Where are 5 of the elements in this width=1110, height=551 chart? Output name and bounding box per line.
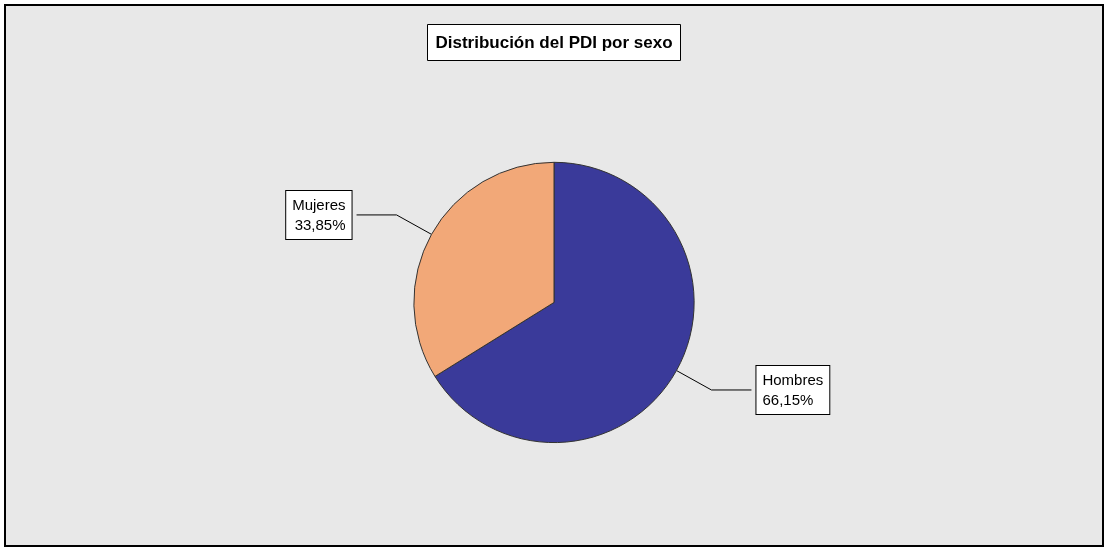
slice-label: Hombres xyxy=(762,371,824,389)
data-label: 33,85% xyxy=(294,216,346,234)
data-label: 66,15% xyxy=(762,391,814,409)
slice-label: Mujeres xyxy=(292,196,346,214)
chart-title: Distribución del PDI por sexo xyxy=(435,33,673,52)
